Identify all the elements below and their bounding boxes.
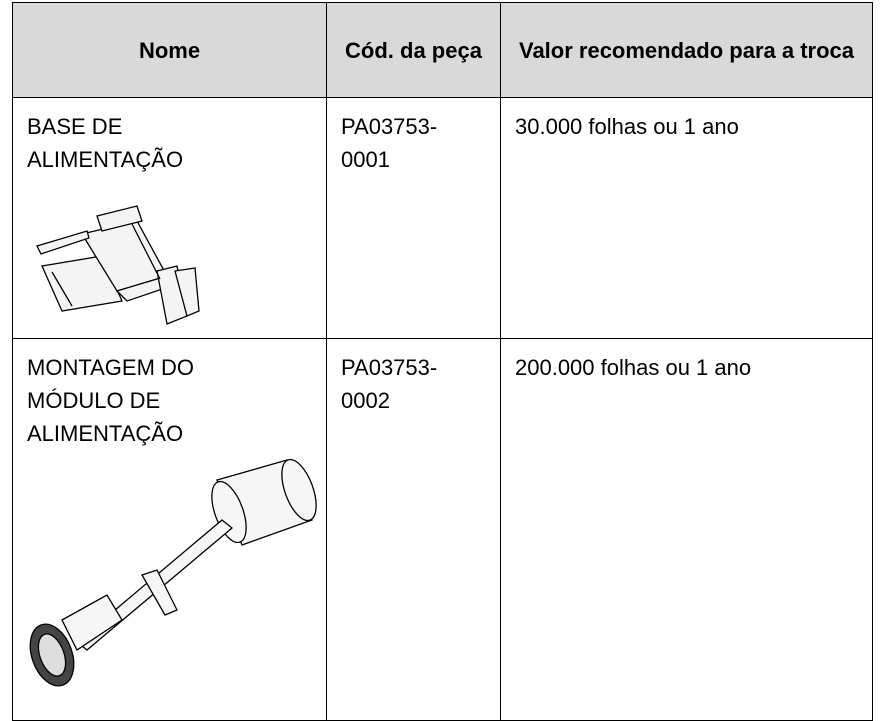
header-cell: Nome [12, 2, 327, 98]
table-row: BASE DE ALIMENTAÇÃO PA03753-0001 30.000 … [12, 97, 873, 339]
header-cell: Cód. da peça [326, 2, 501, 98]
header-row: Nome Cód. da peça Valor recomendado para… [12, 2, 873, 98]
cell: BASE DE ALIMENTAÇÃO [12, 97, 327, 339]
cell: PA03753-0001 [326, 97, 501, 339]
part-code: PA03753-0001 [341, 114, 438, 172]
part-illustration [36, 205, 200, 325]
replacement-value: 30.000 folhas ou 1 ano [515, 114, 739, 139]
cell: PA03753-0002 [326, 338, 501, 721]
cell: MONTAGEM DO MÓDULO DE ALIMENTAÇÃO [12, 338, 327, 721]
cell: 30.000 folhas ou 1 ano [500, 97, 873, 339]
part-illustration [29, 458, 317, 687]
table-row: MONTAGEM DO MÓDULO DE ALIMENTAÇÃO PA0375… [12, 338, 873, 721]
part-code: PA03753-0002 [341, 355, 438, 413]
header-cell: Valor recomendado para a troca [500, 2, 873, 98]
part-name: MONTAGEM DO MÓDULO DE ALIMENTAÇÃO [27, 355, 195, 446]
replacement-value: 200.000 folhas ou 1 ano [515, 355, 752, 380]
parts-table: Nome Cód. da peça Valor recomendado para… [12, 2, 873, 721]
part-name: BASE DE ALIMENTAÇÃO [27, 114, 184, 172]
cell: 200.000 folhas ou 1 ano [500, 338, 873, 721]
